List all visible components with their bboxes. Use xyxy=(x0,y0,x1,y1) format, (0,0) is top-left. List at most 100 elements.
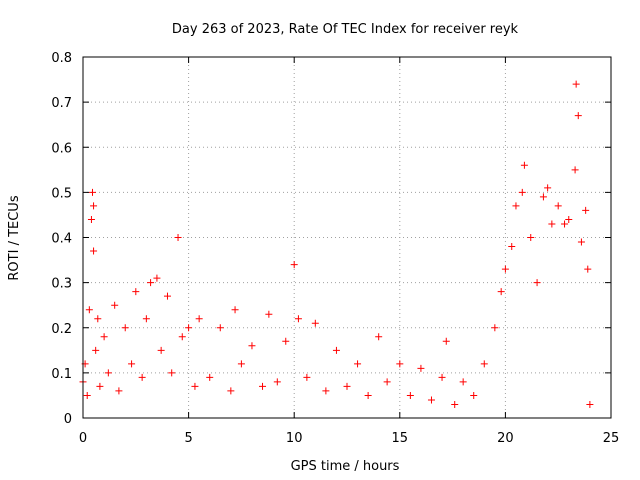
data-point xyxy=(96,382,104,390)
data-point xyxy=(273,378,281,386)
data-point xyxy=(572,80,580,88)
data-point xyxy=(206,373,214,381)
data-point xyxy=(87,215,95,223)
data-point xyxy=(442,337,450,345)
data-point xyxy=(216,324,224,332)
x-axis-label: GPS time / hours xyxy=(291,459,400,474)
data-point xyxy=(153,274,161,282)
y-tick-label: 0.7 xyxy=(51,96,72,111)
x-tick-label: 15 xyxy=(392,431,409,446)
data-point xyxy=(265,310,273,318)
data-point xyxy=(480,360,488,368)
data-point xyxy=(497,288,505,296)
data-point xyxy=(577,238,585,246)
chart-title: Day 263 of 2023, Rate Of TEC Index for r… xyxy=(172,22,519,37)
data-point xyxy=(574,112,582,120)
data-point xyxy=(83,391,91,399)
data-point xyxy=(518,188,526,196)
data-point xyxy=(163,292,171,300)
data-point xyxy=(89,188,97,196)
data-point xyxy=(100,333,108,341)
y-tick-label: 0.8 xyxy=(51,51,72,66)
data-point xyxy=(104,369,112,377)
data-point xyxy=(90,202,98,210)
data-point xyxy=(185,324,193,332)
data-point xyxy=(470,391,478,399)
data-point xyxy=(383,378,391,386)
data-point xyxy=(508,243,516,251)
data-point xyxy=(544,184,552,192)
x-tick-label: 10 xyxy=(286,431,303,446)
data-point xyxy=(248,342,256,350)
x-tick-label: 0 xyxy=(79,431,87,446)
data-point xyxy=(396,360,404,368)
data-point xyxy=(92,346,100,354)
grid-lines xyxy=(83,57,611,418)
data-point xyxy=(527,234,535,241)
data-point xyxy=(128,360,136,368)
data-point xyxy=(294,315,302,323)
data-point xyxy=(132,288,140,296)
data-point xyxy=(586,400,594,408)
data-point xyxy=(533,279,541,287)
data-point xyxy=(451,400,459,408)
data-point xyxy=(174,234,182,241)
data-point xyxy=(332,346,340,354)
data-point xyxy=(290,261,298,269)
data-point xyxy=(571,166,579,174)
y-axis-label: ROTI / TECUs xyxy=(7,195,22,280)
data-point xyxy=(512,202,520,210)
data-point xyxy=(427,396,435,404)
data-point xyxy=(548,220,556,228)
y-tick-label: 0.4 xyxy=(51,232,72,247)
data-point xyxy=(520,161,528,169)
data-point xyxy=(111,301,119,309)
data-point xyxy=(121,324,129,332)
data-point xyxy=(417,364,425,372)
data-point xyxy=(94,315,102,323)
data-point xyxy=(554,202,562,210)
data-point xyxy=(231,306,239,314)
data-point xyxy=(85,306,93,314)
data-point xyxy=(322,387,330,395)
data-point xyxy=(354,360,362,368)
data-point xyxy=(178,333,186,341)
data-point xyxy=(491,324,499,332)
data-point xyxy=(584,265,592,273)
data-point xyxy=(375,333,383,341)
data-point xyxy=(191,382,199,390)
x-tick-label: 5 xyxy=(184,431,192,446)
y-tick-label: 0.1 xyxy=(51,367,72,382)
data-point xyxy=(582,206,590,214)
y-tick-label: 0.3 xyxy=(51,277,72,292)
data-point xyxy=(147,279,155,287)
y-axis-ticks: 0 0.1 0.2 0.3 0.4 0.5 0.6 0.7 0.8 xyxy=(51,51,611,427)
y-tick-label: 0 xyxy=(64,412,72,427)
data-point xyxy=(561,220,569,228)
data-point xyxy=(168,369,176,377)
data-point xyxy=(501,265,509,273)
x-axis-ticks: 0 5 10 15 20 25 xyxy=(79,57,619,446)
data-point xyxy=(237,360,245,368)
data-point xyxy=(157,346,165,354)
y-tick-label: 0.5 xyxy=(51,186,72,201)
data-point xyxy=(303,373,311,381)
data-point xyxy=(142,315,150,323)
data-point xyxy=(539,193,547,201)
data-point xyxy=(343,382,351,390)
x-tick-label: 20 xyxy=(497,431,514,446)
data-point xyxy=(115,387,123,395)
data-point xyxy=(406,391,414,399)
data-point xyxy=(311,319,319,327)
data-point xyxy=(282,337,290,345)
data-point xyxy=(138,373,146,381)
y-tick-label: 0.2 xyxy=(51,322,72,337)
data-point xyxy=(90,247,98,255)
data-point xyxy=(195,315,203,323)
data-point xyxy=(259,382,267,390)
x-tick-label: 25 xyxy=(603,431,620,446)
data-point xyxy=(364,391,372,399)
data-point xyxy=(565,215,573,223)
